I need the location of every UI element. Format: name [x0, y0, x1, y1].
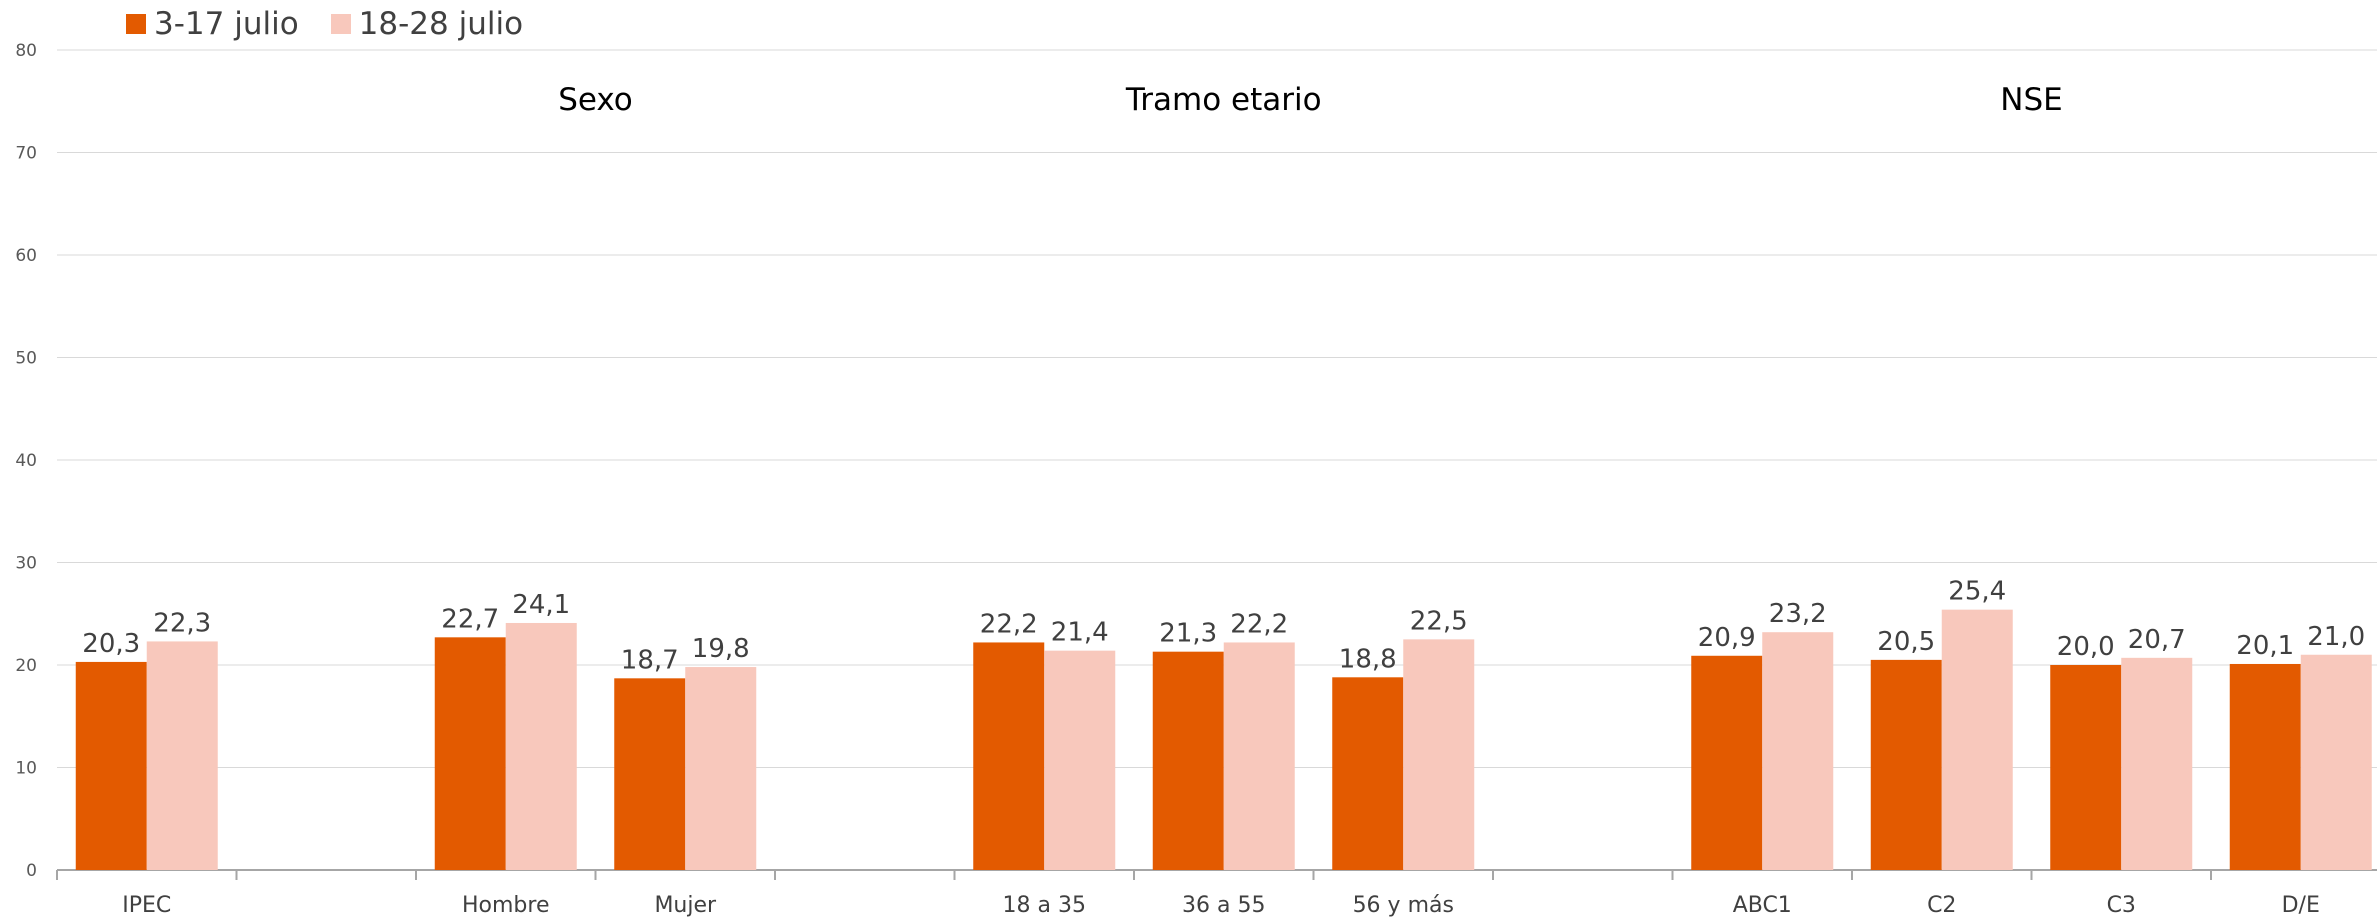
legend-swatch-series-2 — [330, 14, 351, 34]
data-label-series-1-0: 20,3 — [82, 629, 140, 659]
bar-series-2-6 — [1223, 642, 1295, 870]
bar-series-1-12 — [2229, 663, 2301, 870]
bar-series-1-11 — [2050, 665, 2122, 870]
legend-label-series-1: 3-17 julio — [154, 6, 299, 42]
y-tick-label: 10 — [15, 759, 37, 779]
legend-label-series-2: 18-28 julio — [358, 6, 524, 42]
data-label-series-2-7: 22,5 — [1410, 606, 1468, 636]
data-label-series-2-12: 21,0 — [2307, 622, 2365, 652]
data-label-series-1-6: 21,3 — [1159, 619, 1217, 649]
x-category-label: C3 — [2107, 893, 2136, 918]
x-category-label: C2 — [1927, 893, 1956, 918]
y-tick-label: 20 — [15, 656, 37, 676]
x-category-label: D/E — [2282, 893, 2320, 918]
data-label-series-1-2: 22,7 — [441, 604, 499, 634]
bar-series-2-11 — [2121, 657, 2193, 870]
data-label-series-1-7: 18,8 — [1339, 644, 1397, 674]
bar-series-2-10 — [1941, 609, 2013, 870]
y-tick-label: 80 — [15, 41, 37, 61]
data-label-series-1-5: 22,2 — [980, 609, 1038, 639]
bar-series-2-2 — [505, 622, 577, 870]
bar-series-2-12 — [2300, 654, 2372, 870]
data-label-series-2-9: 23,2 — [1769, 599, 1827, 629]
legend-item-series-1[interactable]: 3-17 julio — [126, 6, 299, 42]
bar-series-2-9 — [1762, 632, 1834, 870]
bar-series-2-3 — [685, 667, 757, 870]
data-label-series-1-12: 20,1 — [2236, 631, 2294, 661]
bar-series-1-5 — [973, 642, 1045, 870]
x-category-label: ABC1 — [1733, 893, 1792, 918]
data-label-series-2-6: 22,2 — [1230, 609, 1288, 639]
legend: 3-17 julio 18-28 julio — [126, 6, 555, 42]
bar-series-2-0 — [146, 641, 218, 870]
data-label-series-2-2: 24,1 — [512, 590, 570, 620]
y-tick-label: 70 — [15, 144, 37, 164]
x-category-label: Mujer — [654, 893, 717, 918]
data-label-series-2-3: 19,8 — [692, 634, 750, 664]
x-category-label: 56 y más — [1353, 893, 1454, 918]
data-label-series-1-10: 20,5 — [1877, 627, 1935, 657]
bar-series-1-2 — [434, 637, 506, 870]
data-label-series-2-5: 21,4 — [1051, 618, 1109, 648]
x-category-label: Hombre — [462, 893, 550, 918]
bar-series-1-3 — [614, 678, 686, 870]
y-tick-label: 40 — [15, 451, 37, 471]
y-tick-label: 30 — [15, 554, 37, 574]
legend-item-series-2[interactable]: 18-28 julio — [330, 6, 524, 42]
bar-series-2-5 — [1044, 650, 1116, 870]
bar-series-1-9 — [1691, 655, 1763, 870]
y-tick-label: 50 — [15, 349, 37, 369]
legend-swatch-series-1 — [126, 14, 146, 34]
data-label-series-1-3: 18,7 — [621, 645, 679, 675]
y-tick-label: 60 — [15, 246, 37, 266]
data-label-series-2-11: 20,7 — [2128, 625, 2186, 655]
x-category-label: IPEC — [122, 893, 171, 918]
data-label-series-1-9: 20,9 — [1698, 623, 1756, 653]
group-label-2: Tramo etario — [1125, 82, 1322, 118]
bar-series-2-7 — [1403, 639, 1475, 870]
bar-series-1-10 — [1870, 659, 1942, 870]
bar-series-1-6 — [1152, 651, 1224, 870]
y-tick-label: 0 — [26, 861, 37, 881]
group-label-3: NSE — [2000, 82, 2062, 118]
bar-series-1-7 — [1332, 677, 1404, 870]
bar-series-1-0 — [75, 661, 147, 870]
data-label-series-1-11: 20,0 — [2057, 632, 2115, 662]
x-category-label: 36 a 55 — [1182, 893, 1265, 918]
group-label-1: Sexo — [558, 82, 633, 118]
x-category-label: 18 a 35 — [1003, 893, 1086, 918]
data-label-series-2-0: 22,3 — [153, 608, 211, 638]
data-label-series-2-10: 25,4 — [1948, 577, 2006, 607]
